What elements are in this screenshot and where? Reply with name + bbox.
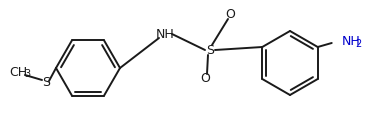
Text: 3: 3 — [24, 69, 30, 79]
Text: CH: CH — [9, 66, 27, 78]
Text: O: O — [200, 71, 210, 85]
Text: S: S — [206, 43, 214, 56]
Text: S: S — [42, 76, 50, 89]
Text: NH: NH — [342, 36, 360, 49]
Text: O: O — [225, 8, 235, 22]
Text: NH: NH — [155, 27, 174, 40]
Text: 2: 2 — [356, 39, 362, 49]
